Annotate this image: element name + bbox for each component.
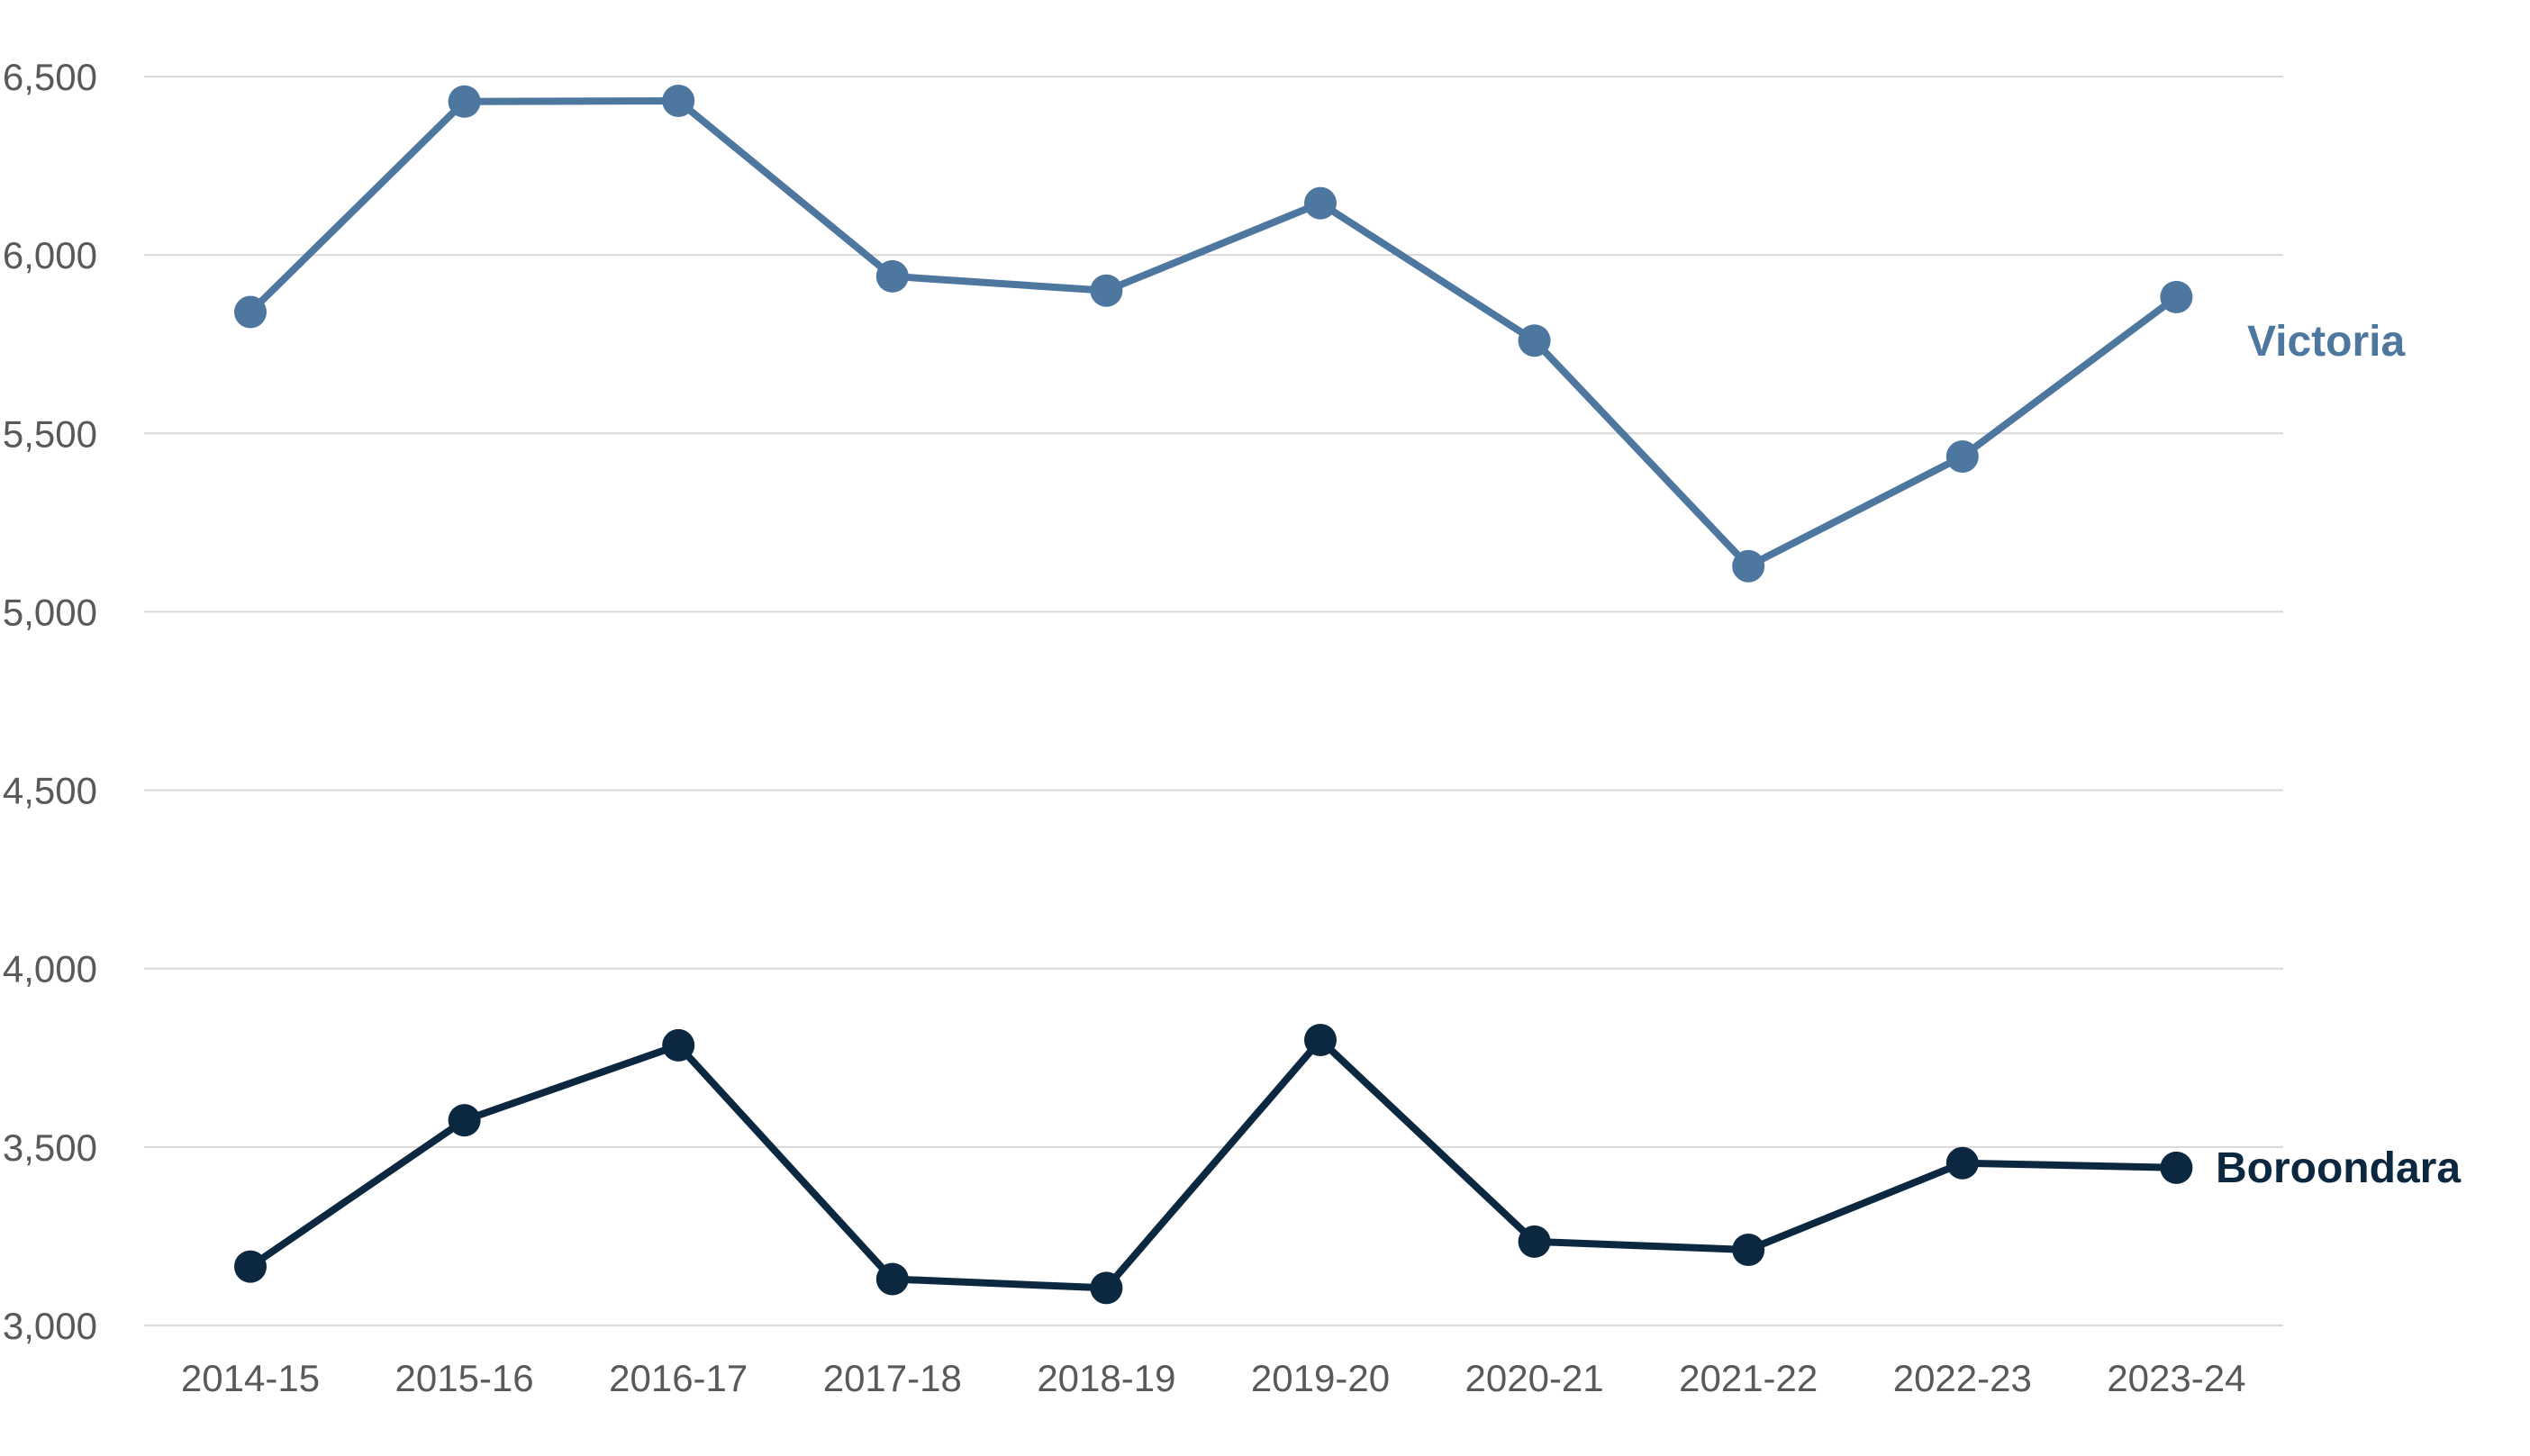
data-point-boroondara — [448, 1104, 481, 1137]
data-point-victoria — [448, 85, 481, 118]
x-tick-label: 2021-22 — [1679, 1357, 1818, 1399]
x-tick-label: 2014-15 — [181, 1357, 320, 1399]
data-point-boroondara — [1304, 1023, 1337, 1056]
data-point-boroondara — [875, 1262, 909, 1296]
data-point-boroondara — [1945, 1146, 1979, 1180]
y-tick-label: 4,500 — [3, 770, 97, 812]
x-axis-tick-labels: 2014-15 2015-16 2016-17 2017-18 2018-19 2019-… — [181, 1357, 2246, 1399]
data-point-victoria — [1945, 440, 1979, 474]
y-tick-label: 3,500 — [3, 1126, 97, 1169]
data-point-boroondara — [1090, 1271, 1123, 1305]
x-tick-label: 2016-17 — [609, 1357, 748, 1399]
data-point-victoria — [662, 84, 695, 117]
data-point-victoria — [1732, 549, 1765, 583]
data-point-victoria — [1090, 274, 1123, 307]
x-tick-label: 2022-23 — [1893, 1357, 2032, 1399]
data-point-victoria — [2160, 280, 2193, 313]
data-point-victoria — [1304, 186, 1337, 220]
y-tick-label: 5,000 — [3, 591, 97, 633]
x-tick-label: 2017-18 — [823, 1357, 962, 1399]
y-tick-label: 5,500 — [3, 412, 97, 455]
y-tick-label: 6,500 — [3, 56, 97, 98]
y-tick-label: 3,000 — [3, 1305, 97, 1347]
grid-lines — [144, 76, 2283, 1326]
data-point-victoria — [1518, 324, 1551, 357]
data-point-boroondara — [1732, 1233, 1765, 1266]
data-point-boroondara — [662, 1028, 695, 1062]
series-line-boroondara — [248, 1035, 2177, 1292]
data-point-boroondara — [234, 1250, 267, 1283]
data-point-victoria — [234, 295, 267, 329]
series-group — [234, 84, 2193, 1305]
x-tick-label: 2018-19 — [1037, 1357, 1175, 1399]
data-point-victoria — [875, 259, 909, 293]
data-point-boroondara — [1518, 1225, 1551, 1258]
series-label-victoria: Victoria — [2247, 318, 2406, 366]
y-tick-label: 4,000 — [3, 948, 97, 990]
y-axis-tick-labels: 3,000 3,500 4,000 4,500 5,000 5,500 6,000 6,500 — [3, 56, 97, 1347]
series-labels: Victoria Boroondara — [2216, 318, 2461, 1192]
series-label-boroondara: Boroondara — [2216, 1144, 2461, 1192]
x-tick-label: 2023-24 — [2107, 1357, 2245, 1399]
y-tick-label: 6,000 — [3, 234, 97, 276]
x-tick-label: 2019-20 — [1251, 1357, 1390, 1399]
data-point-boroondara — [2160, 1151, 2193, 1184]
series-line-victoria — [248, 96, 2179, 570]
x-tick-label: 2015-16 — [395, 1357, 534, 1399]
x-tick-label: 2020-21 — [1465, 1357, 1604, 1399]
